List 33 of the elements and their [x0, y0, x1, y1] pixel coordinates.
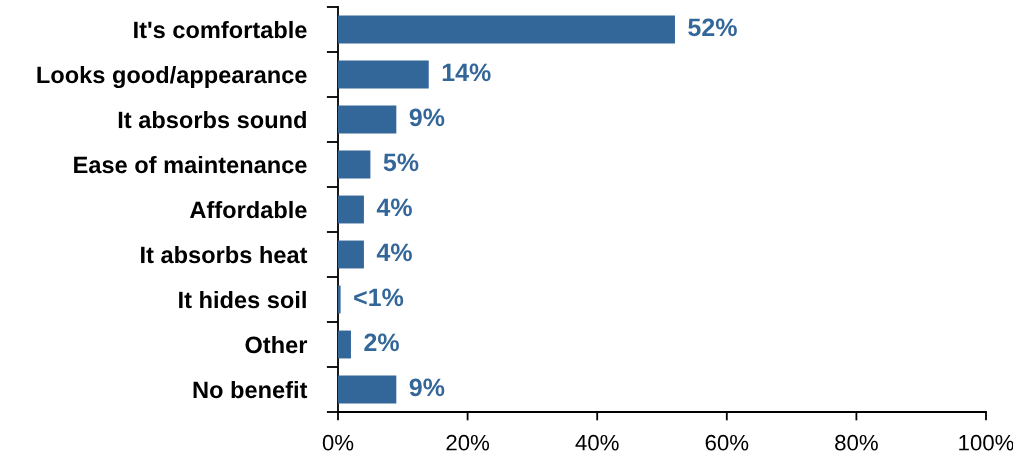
- data-label: 4%: [376, 243, 412, 262]
- bar: [338, 240, 364, 269]
- data-label: 4%: [376, 198, 412, 217]
- data-label: 9%: [409, 108, 445, 127]
- x-tick-label: 80%: [835, 434, 878, 451]
- x-tick-label: 60%: [705, 434, 749, 451]
- bar: [338, 105, 397, 134]
- data-label: 2%: [364, 333, 399, 352]
- bar: [338, 330, 351, 359]
- data-label: 52%: [688, 18, 737, 37]
- x-tick-label: 0%: [322, 434, 354, 451]
- bar: [338, 375, 397, 404]
- data-label: 5%: [383, 153, 419, 172]
- x-tick-label: 20%: [446, 434, 490, 451]
- y-tick-label: Looks good/appearance: [37, 65, 307, 89]
- y-tick-label: It hides soil: [179, 290, 306, 309]
- bar: [338, 60, 429, 89]
- bar: [338, 285, 341, 314]
- y-tick-label: It absorbs sound: [118, 110, 306, 129]
- y-tick-label: Affordable: [189, 200, 307, 219]
- bar: [338, 15, 675, 44]
- x-tick-label: 100%: [959, 434, 1013, 451]
- data-label: <1%: [354, 288, 404, 307]
- y-tick-label: Ease of maintenance: [74, 155, 307, 174]
- y-tick-label: It's comfortable: [134, 20, 307, 39]
- data-label: 14%: [442, 63, 491, 82]
- data-label: 9%: [409, 378, 445, 397]
- y-tick-label: Other: [245, 335, 308, 354]
- y-tick-label: No benefit: [193, 380, 308, 399]
- bar: [338, 195, 364, 224]
- bar: [338, 150, 371, 179]
- x-tick-label: 40%: [575, 434, 619, 451]
- y-tick-label: It absorbs heat: [141, 245, 308, 264]
